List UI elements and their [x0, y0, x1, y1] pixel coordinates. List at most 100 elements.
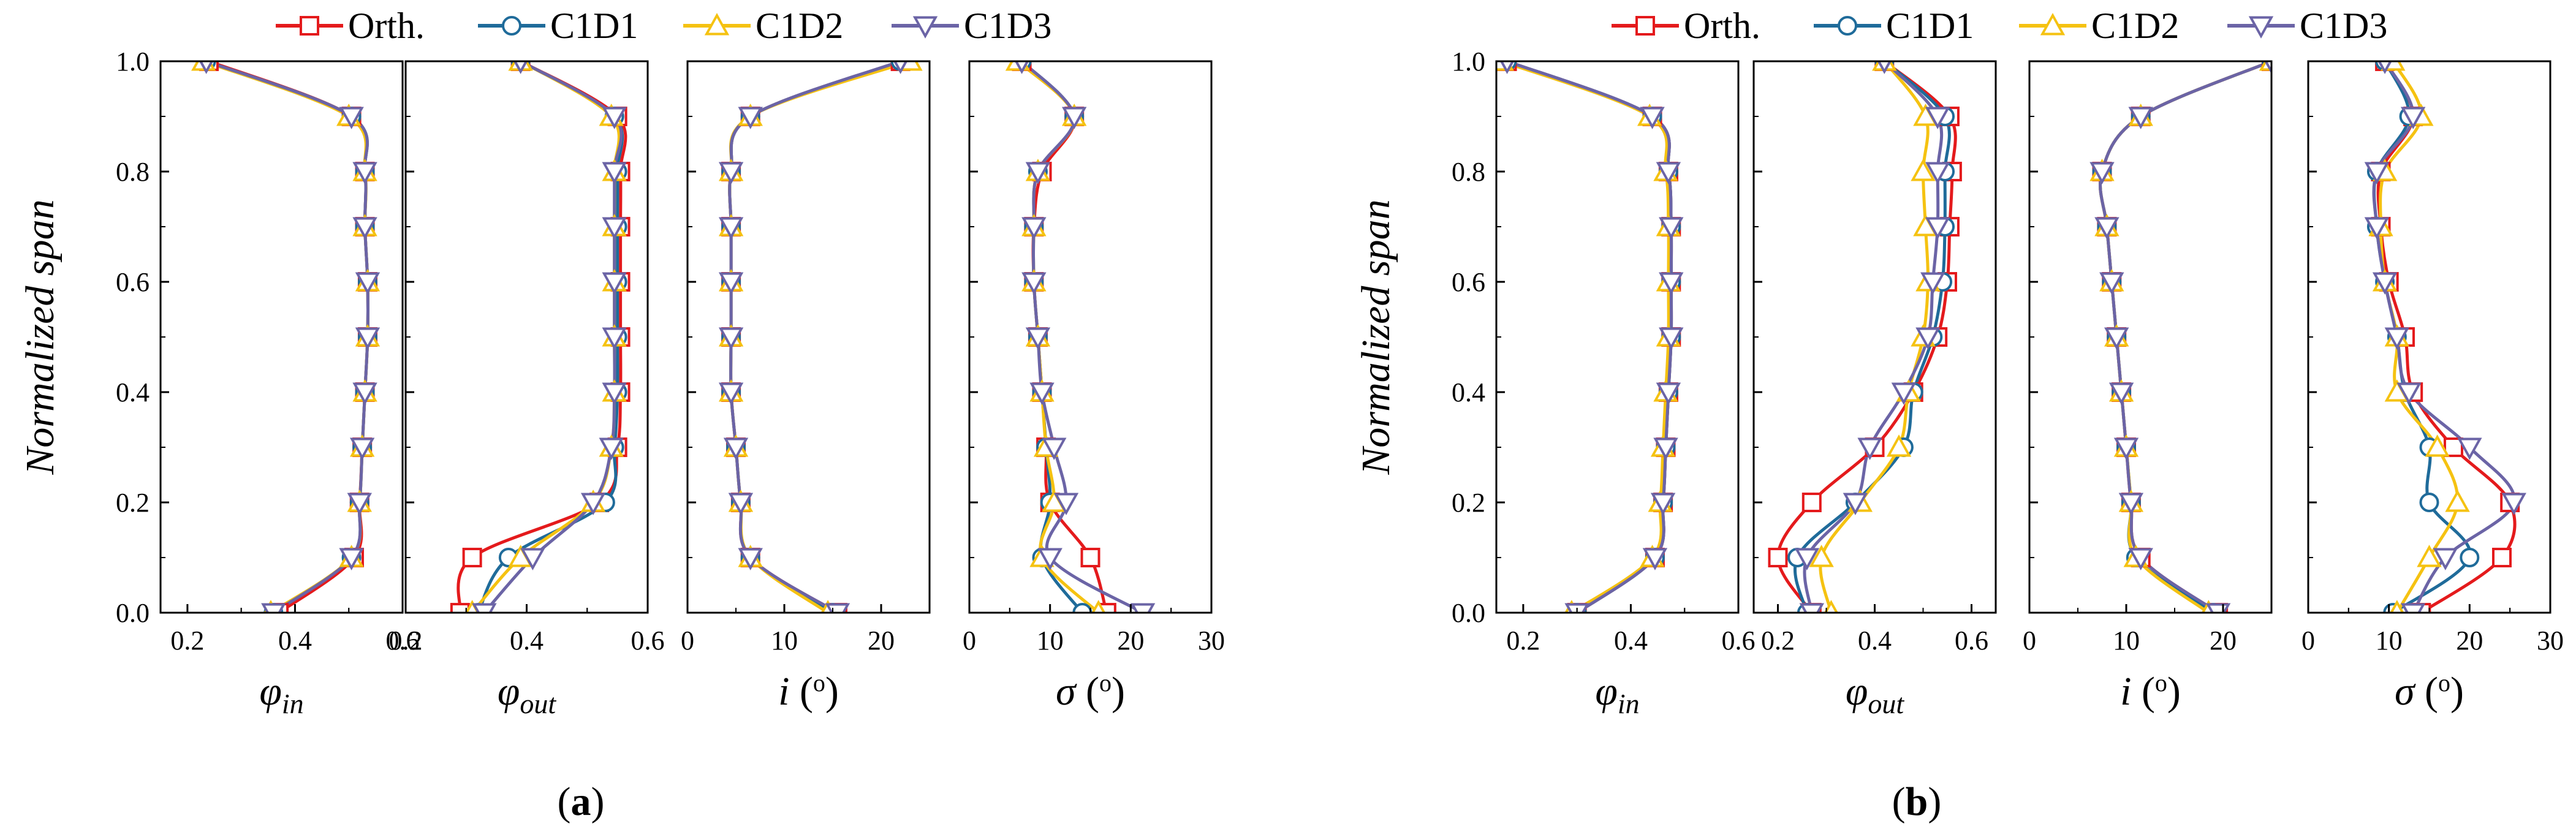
data-point-c1d3 — [718, 162, 744, 184]
x-axis-label: φin — [1595, 669, 1639, 719]
legend-label-orth: Orth. — [348, 6, 425, 46]
data-point-c1d3 — [2433, 548, 2458, 570]
series-line-c1d2 — [203, 61, 369, 613]
data-point-c1d2 — [1809, 545, 1834, 567]
y-tick-label: 0.4 — [116, 377, 150, 407]
data-point-c1d2 — [1824, 600, 1839, 613]
x-tick-label: 0 — [963, 626, 976, 656]
y-tick-label: 0.8 — [116, 157, 150, 187]
subplot-4: 0 10 20 30 σ (o) — [2301, 60, 2564, 714]
data-point-c1d3 — [339, 107, 364, 129]
x-tick-label: 0.2 — [170, 626, 204, 656]
axes-frame — [968, 60, 1213, 614]
data-point-c1d3 — [347, 493, 372, 515]
data-point-c1d3 — [1061, 107, 1087, 129]
series-line-c1d2 — [471, 61, 621, 613]
series-lines — [203, 61, 369, 613]
x-tick-label: 0.2 — [1506, 626, 1540, 656]
panel-label: (b) — [1892, 779, 1942, 824]
x-tick-label: 0.6 — [631, 626, 665, 656]
x-tick-label: 10 — [771, 626, 798, 656]
data-point-c1d3 — [261, 603, 286, 613]
y-tick-label: 0.6 — [1452, 267, 1485, 297]
series-line-orth — [728, 61, 901, 613]
x-tick-label: 0 — [681, 626, 694, 656]
subplot-3: 0 10 20 i (o) — [2023, 60, 2273, 714]
data-point-c1d3 — [520, 548, 545, 570]
data-point-c1d3 — [2264, 61, 2271, 74]
y-tick-label: 0.0 — [1452, 598, 1485, 628]
x-tick-label: 0.6 — [1722, 626, 1756, 656]
data-point-c1d3 — [728, 493, 754, 515]
data-point-orth — [2492, 548, 2512, 567]
data-point-c1d3 — [1794, 548, 1820, 570]
x-tick-label: 20 — [2210, 626, 2237, 656]
legend-marker-orth — [300, 16, 319, 36]
x-tick-label: 0.4 — [1614, 626, 1648, 656]
data-point-c1d3 — [2118, 493, 2144, 515]
data-point-c1d3 — [513, 61, 528, 74]
series-line-c1d3 — [1506, 61, 1673, 613]
y-tick-label: 0.2 — [116, 488, 150, 518]
series-lines — [1501, 61, 1673, 613]
data-point-c1d3 — [2128, 548, 2153, 570]
series-markers — [191, 61, 381, 613]
x-tick-label: 30 — [2537, 626, 2564, 656]
series-markers — [450, 61, 631, 613]
data-point-c1d3 — [349, 437, 375, 460]
data-point-c1d3 — [602, 217, 627, 240]
x-axis-label: φin — [259, 669, 303, 719]
data-point-orth — [1768, 548, 1788, 567]
x-axis-label: σ (o) — [1056, 669, 1125, 714]
data-point-c1d3 — [2384, 327, 2410, 350]
data-point-c1d2 — [2445, 490, 2470, 512]
data-point-orth — [450, 603, 470, 613]
data-point-c1d3 — [1021, 272, 1047, 295]
x-tick-label: 10 — [1037, 626, 1064, 656]
legend-label-c1d2: C1D2 — [2091, 6, 2179, 46]
y-tick-label: 0.8 — [1452, 157, 1485, 187]
data-point-c1d3 — [1925, 107, 1950, 129]
legend-label-c1d3: C1D3 — [2300, 6, 2387, 46]
data-point-c1d3 — [825, 603, 850, 613]
x-tick-label: 30 — [1198, 626, 1225, 656]
series-line-c1d3 — [483, 61, 623, 613]
data-point-c1d3 — [723, 437, 749, 460]
data-point-c1d3 — [1014, 61, 1029, 74]
data-point-c1d3 — [355, 327, 381, 350]
data-point-orth — [1080, 548, 1100, 567]
series-line-c1d1 — [477, 61, 624, 613]
x-tick-label: 10 — [2376, 626, 2403, 656]
data-point-c1d3 — [1659, 327, 1684, 350]
series-line-c1d1 — [728, 61, 901, 613]
legend-marker-c1d2 — [2040, 13, 2066, 36]
data-point-c1d3 — [602, 272, 627, 295]
legend: Orth. C1D1 C1D2 C1D3 — [276, 6, 1051, 46]
data-point-c1d3 — [2128, 107, 2153, 129]
series-line-orth — [208, 61, 369, 613]
x-axis-label: φout — [498, 669, 557, 719]
data-point-c1d3 — [1650, 493, 1676, 515]
data-point-c1d2 — [2390, 600, 2404, 613]
x-axis-label: i (o) — [2120, 669, 2181, 714]
series-markers — [1005, 61, 1156, 613]
y-tick-label: 1.0 — [1452, 47, 1485, 77]
data-point-c1d3 — [2400, 603, 2426, 613]
data-point-c1d3 — [1037, 548, 1063, 570]
data-point-c1d3 — [1877, 61, 1892, 74]
legend-label-c1d1: C1D1 — [550, 6, 638, 46]
data-point-c1d3 — [1025, 327, 1051, 350]
data-point-c1d3 — [1925, 162, 1950, 184]
data-point-c1d3 — [352, 217, 377, 240]
series-lines — [728, 61, 911, 613]
y-axis-label: Normalized span — [1354, 199, 1398, 475]
axes-frame — [1495, 60, 1740, 614]
subplot-3: 0 10 20 i (o) — [681, 60, 931, 714]
x-tick-label: 0.4 — [510, 626, 544, 656]
data-point-c1d3 — [355, 272, 381, 295]
subplot-1: 0.2 0.4 0.6 0.0 0.2 0.4 0.6 0.8 1.0 φin — [116, 47, 420, 719]
data-point-c1d3 — [1640, 107, 1665, 129]
data-point-c1d3 — [199, 61, 214, 74]
series-line-orth — [456, 61, 627, 613]
